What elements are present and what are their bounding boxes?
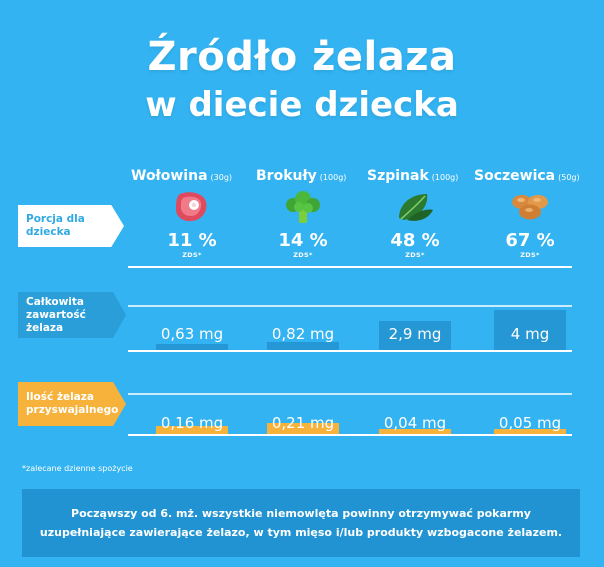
steak-icon	[170, 190, 214, 224]
total-iron-bar	[156, 343, 228, 350]
food-name: Szpinak (100g)	[367, 168, 458, 184]
total-iron-value: 4 mg	[510, 325, 550, 343]
zds-label: ZDS*	[520, 251, 540, 259]
total-iron-value: 2,9 mg	[388, 325, 442, 343]
total-iron-value: 0,82 mg	[271, 325, 335, 343]
portion-percent: 48 %	[390, 230, 440, 251]
portion-percent: 14 %	[278, 230, 328, 251]
absorbed-iron-bar	[494, 429, 566, 434]
food-portion-label: (100g)	[431, 173, 459, 182]
food-name-label: Szpinak	[367, 168, 429, 184]
spinach-icon	[393, 190, 437, 224]
lentils-icon	[508, 190, 552, 224]
total-iron-bar	[379, 321, 451, 350]
food-name: Soczewica (50g)	[474, 168, 580, 184]
portion-percent: 11 %	[167, 230, 217, 251]
food-name: Wołowina (30g)	[131, 168, 232, 184]
absorbed-iron-bar	[156, 425, 228, 434]
zds-label: ZDS*	[405, 251, 425, 259]
info-text: Począwszy od 6. mż. wszystkie niemowlęta…	[39, 507, 563, 539]
page-subtitle: w diecie dziecka	[145, 85, 459, 125]
total-iron-value: 0,63 mg	[160, 325, 224, 343]
footnote: *zalecane dzienne spożycie	[22, 464, 133, 473]
info-box: Począwszy od 6. mż. wszystkie niemowlęta…	[22, 489, 580, 557]
row-label-portion: Porcja dla dziecka	[18, 205, 124, 247]
divider-line	[128, 266, 572, 268]
absorbed-iron-value: 0,21 mg	[271, 414, 335, 432]
food-name-label: Brokuły	[256, 168, 317, 184]
total-iron-bar	[494, 310, 566, 350]
axis-line	[128, 434, 572, 436]
food-portion-label: (100g)	[319, 173, 347, 182]
absorbed-iron-value: 0,05 mg	[498, 414, 562, 432]
food-portion-label: (50g)	[558, 173, 580, 182]
absorbed-iron-bar	[379, 429, 451, 434]
zds-label: ZDS*	[182, 251, 202, 259]
food-name-label: Wołowina	[131, 168, 208, 184]
page-title: Źródło żelaza	[147, 34, 457, 80]
food-name-label: Soczewica	[474, 168, 556, 184]
absorbed-iron-bar	[267, 423, 339, 434]
absorbed-iron-value: 0,16 mg	[160, 414, 224, 432]
food-name: Brokuły (100g)	[256, 168, 346, 184]
axis-line	[128, 350, 572, 352]
portion-percent: 67 %	[505, 230, 555, 251]
absorbed-iron-value: 0,04 mg	[383, 414, 447, 432]
row-label-absorbed-iron: Ilość żelaza przyswajalnego	[18, 382, 126, 426]
gridline	[128, 393, 572, 395]
row-label-total-iron: Całkowita zawartość żelaza	[18, 292, 126, 338]
broccoli-icon	[281, 190, 325, 224]
total-iron-bar	[267, 341, 339, 350]
gridline	[128, 305, 572, 307]
food-portion-label: (30g)	[210, 173, 233, 182]
zds-label: ZDS*	[293, 251, 313, 259]
